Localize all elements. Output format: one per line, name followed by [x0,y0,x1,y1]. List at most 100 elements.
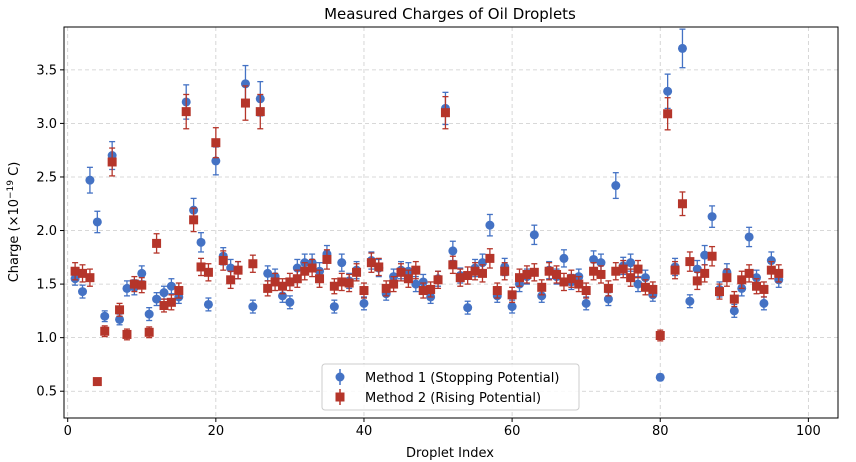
data-point [485,220,495,230]
data-point [137,280,147,290]
data-point [329,281,339,291]
data-point [774,268,784,278]
data-point [344,278,354,288]
data-point [307,263,317,273]
data-point [440,108,450,118]
data-point [707,212,717,222]
data-point [226,275,236,285]
data-point [766,265,776,275]
chart-title: Measured Charges of Oil Droplets [324,5,576,23]
data-point [515,273,525,283]
data-point [270,277,280,287]
data-point [92,217,102,227]
legend-label-method-1: Method 1 (Stopping Potential) [365,371,559,386]
data-point [359,298,369,308]
data-point [403,274,413,284]
data-point [78,268,88,278]
data-point [729,306,739,316]
data-point [552,269,562,279]
x-tick-label: 60 [504,424,521,439]
data-point [322,254,332,264]
data-point [166,297,176,307]
series-layer [70,28,784,387]
data-point [337,258,347,268]
data-point [285,277,295,287]
data-point [463,303,473,313]
data-point [374,262,384,272]
data-point [529,267,539,277]
x-tick-label: 100 [796,424,821,439]
data-point [389,279,399,289]
data-point [655,372,665,382]
data-point [566,274,576,284]
data-point [663,86,673,96]
data-point [100,311,110,321]
x-tick-label: 40 [356,424,373,439]
data-point [455,273,465,283]
data-point [166,281,176,291]
y-tick-label: 0.5 [36,385,57,400]
data-point [181,107,191,117]
y-axis-label-main: Charge (×10 [7,199,22,282]
data-point [263,268,273,278]
data-point [685,257,695,267]
data-point [648,284,658,294]
data-point [107,157,117,167]
data-point [203,299,213,309]
data-point [677,43,687,53]
data-point [759,284,769,294]
data-point [626,273,636,283]
data-point [500,266,510,276]
x-axis-label: Droplet Index [406,446,494,461]
data-point [78,287,88,297]
data-point [70,266,80,276]
data-point [677,199,687,209]
data-point [485,253,495,263]
data-point [366,258,376,268]
data-point [729,294,739,304]
data-point [381,283,391,293]
data-point [174,286,184,296]
data-point [240,98,250,108]
data-point [744,268,754,278]
data-point [144,309,154,319]
data-point [537,282,547,292]
data-point [196,262,206,272]
data-point [589,254,599,264]
data-point [159,301,169,311]
data-point [292,274,302,284]
data-point [411,265,421,275]
legend: Method 1 (Stopping Potential) Method 2 (… [321,363,580,411]
data-point [737,275,747,285]
data-point [433,275,443,285]
data-point [633,279,643,289]
data-point [100,326,110,336]
data-point [603,283,613,293]
data-point [277,281,287,291]
data-point [633,264,643,274]
data-point [766,256,776,266]
data-point [744,232,754,242]
data-point [85,273,95,283]
y-tick-label: 3.0 [36,117,57,132]
data-point [196,237,206,247]
data-point [248,259,258,269]
data-point [137,268,147,278]
data-point [581,298,591,308]
data-point [115,305,125,315]
data-point [700,250,710,260]
data-point [596,258,606,268]
data-point [448,260,458,270]
data-point [722,273,732,283]
y-tick-label: 3.5 [36,63,57,78]
data-point [233,265,243,275]
data-point [211,138,221,148]
data-point [611,181,621,191]
data-point [537,291,547,301]
y-tick-label: 1.5 [36,278,57,293]
data-point [300,266,310,276]
legend-entry-method-1: Method 1 (Stopping Potential) [335,369,559,386]
data-point [159,288,169,298]
data-point [692,276,702,286]
